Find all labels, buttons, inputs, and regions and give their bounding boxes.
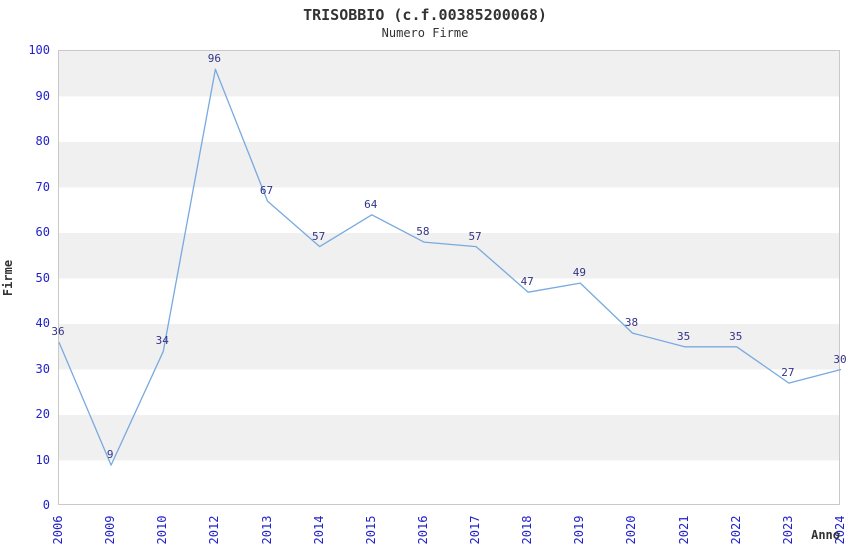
plot-area — [58, 50, 842, 505]
x-tick-label: 2006 — [51, 515, 65, 545]
y-tick-label: 0 — [42, 498, 50, 512]
x-tick-label: 2016 — [415, 515, 430, 545]
x-tick-label: 2023 — [780, 515, 795, 545]
x-tick-label: 2014 — [311, 515, 326, 545]
x-tick-label: 2018 — [520, 515, 535, 545]
x-tick-label: 2022 — [728, 515, 743, 545]
x-tick-label: 2017 — [468, 515, 483, 545]
x-tick-label: 2021 — [676, 515, 691, 545]
y-tick-label: 70 — [35, 179, 50, 194]
y-axis-title: Firme — [1, 259, 15, 297]
y-tick-label: 20 — [35, 407, 50, 421]
y-tick-label: 10 — [35, 452, 50, 467]
data-point-label: 34 — [155, 334, 169, 348]
chart-title: TRISOBBIO (c.f.00385200068) — [303, 6, 547, 24]
data-point-label: 57 — [312, 229, 326, 243]
data-point-label: 96 — [207, 52, 222, 66]
data-point-label: 30 — [833, 352, 847, 366]
y-tick-label: 80 — [35, 134, 50, 148]
data-point-label: 67 — [259, 184, 274, 198]
x-tick-label: 2009 — [103, 515, 118, 545]
x-tick-label: 2010 — [155, 515, 170, 545]
data-point-label: 35 — [676, 329, 691, 343]
y-tick-label: 90 — [35, 88, 50, 103]
x-tick-label: 2013 — [259, 515, 274, 545]
y-tick-label: 100 — [28, 43, 50, 57]
data-point-label: 49 — [572, 266, 586, 280]
data-point-label: 57 — [468, 229, 482, 243]
line-series-svg — [58, 68, 842, 466]
x-tick-label: 2020 — [624, 515, 639, 545]
x-axis-title: Anno — [811, 528, 840, 542]
data-point-label: 35 — [729, 329, 743, 343]
data-point-label: 36 — [51, 325, 65, 339]
data-point-label: 27 — [781, 366, 795, 380]
x-tick-label: 2015 — [363, 515, 378, 545]
x-tick-label: 2019 — [572, 515, 587, 545]
data-point-label: 58 — [416, 225, 430, 239]
y-tick-label: 40 — [35, 316, 50, 330]
data-point-label: 64 — [364, 197, 378, 211]
data-point-label: 9 — [106, 448, 114, 462]
y-tick-label: 60 — [35, 225, 50, 239]
data-point-label: 47 — [520, 275, 534, 289]
y-tick-label: 30 — [35, 361, 50, 376]
y-tick-label: 50 — [35, 270, 50, 285]
chart-line — [58, 68, 842, 466]
x-tick-label: 2012 — [207, 515, 222, 545]
chart-subtitle: Numero Firme — [381, 26, 469, 40]
data-point-label: 38 — [624, 316, 639, 330]
